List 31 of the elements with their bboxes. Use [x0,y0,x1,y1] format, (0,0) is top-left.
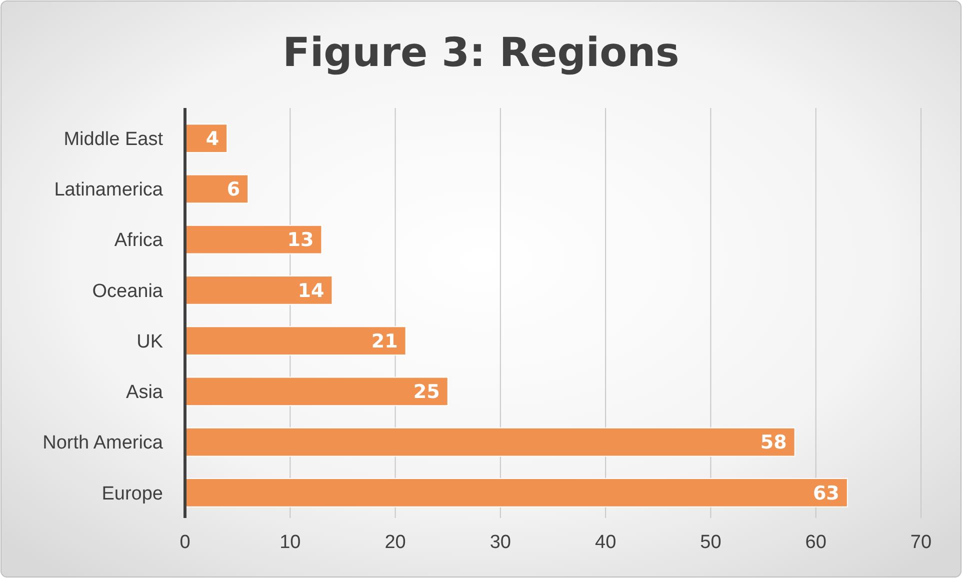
bar [184,326,406,356]
chart-title: Figure 3: Regions [282,30,680,76]
x-tick-label: 40 [595,532,616,553]
x-tick-label: 0 [180,532,190,553]
y-tick-label: Asia [126,382,164,404]
data-label: 6 [226,178,240,201]
data-label: 58 [760,432,787,454]
data-label: 13 [287,229,314,252]
x-tick-label: 50 [700,532,722,553]
bar [184,478,848,508]
y-tick-label: Europe [102,483,163,504]
x-tick-label: 20 [384,532,406,553]
x-tick-label: 10 [280,532,301,553]
y-tick-label: UK [136,331,164,352]
y-tick-label: Latinamerica [54,180,164,201]
bar [184,276,333,305]
data-label: 63 [812,482,840,504]
x-tick-label: 60 [805,532,826,553]
data-label: 21 [371,330,398,352]
y-tick-label: Middle East [64,128,164,150]
y-tick-label: Oceania [92,280,164,302]
bar [184,376,448,406]
data-label: 4 [206,128,220,150]
x-tick-label: 70 [910,532,932,553]
x-tick-label: 30 [490,532,511,553]
bar [184,427,796,457]
y-tick-label: Africa [114,230,164,252]
bar [184,224,322,254]
y-tick-label: North America [42,432,164,454]
data-label: 25 [413,381,440,404]
data-label: 14 [298,280,324,302]
